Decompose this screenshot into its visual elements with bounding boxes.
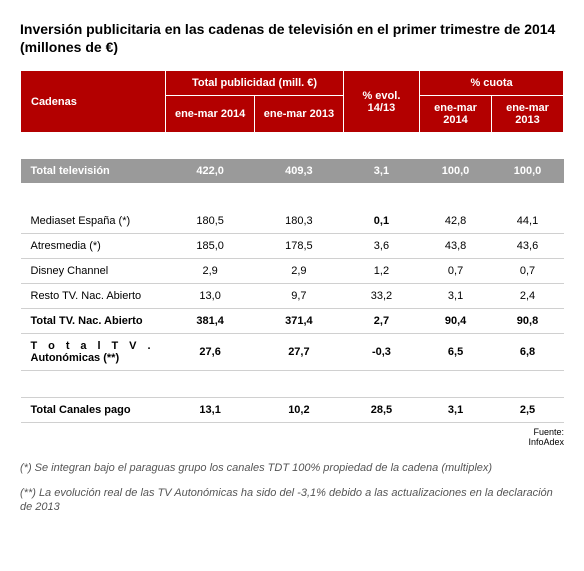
hdr-cadenas: Cadenas	[21, 71, 166, 133]
cell: 409,3	[255, 159, 344, 183]
cell: 90,8	[492, 309, 564, 334]
table-row: Atresmedia (*) 185,0 178,5 3,6 43,8 43,6	[21, 234, 564, 259]
footnote-1: (*) Se integran bajo el paraguas grupo l…	[20, 461, 564, 475]
cell: 3,1	[420, 284, 492, 309]
row-label: T o t a l T V . Autonómicas (**)	[21, 334, 166, 371]
cell: 180,3	[255, 209, 344, 234]
spacer	[21, 133, 564, 160]
row-label: Resto TV. Nac. Abierto	[21, 284, 166, 309]
hdr-evol: % evol. 14/13	[343, 71, 419, 133]
source-block: Fuente: InfoAdex	[20, 427, 564, 447]
table-row-autonomicas: T o t a l T V . Autonómicas (**) 27,6 27…	[21, 334, 564, 371]
cell: 42,8	[420, 209, 492, 234]
cell: 2,5	[492, 398, 564, 423]
cell: 2,9	[255, 259, 344, 284]
cell: 27,7	[255, 334, 344, 371]
footnote-2: (**) La evolución real de las TV Autonóm…	[20, 486, 564, 515]
cell: 2,7	[343, 309, 419, 334]
cell: 44,1	[492, 209, 564, 234]
cell: 6,8	[492, 334, 564, 371]
cell: 3,6	[343, 234, 419, 259]
table-row: Disney Channel 2,9 2,9 1,2 0,7 0,7	[21, 259, 564, 284]
table-row: Resto TV. Nac. Abierto 13,0 9,7 33,2 3,1…	[21, 284, 564, 309]
cell: 28,5	[343, 398, 419, 423]
table-row: Mediaset España (*) 180,5 180,3 0,1 42,8…	[21, 209, 564, 234]
hdr-p2: ene-mar 2013	[255, 96, 344, 133]
cell: 3,1	[343, 159, 419, 183]
row-label: Total Canales pago	[21, 398, 166, 423]
cell: 33,2	[343, 284, 419, 309]
hdr-cp1: ene-mar 2014	[420, 96, 492, 133]
cell: 13,1	[166, 398, 255, 423]
row-label: Atresmedia (*)	[21, 234, 166, 259]
row-label: Mediaset España (*)	[21, 209, 166, 234]
spacer	[21, 371, 564, 398]
cell: 2,9	[166, 259, 255, 284]
spacer	[21, 183, 564, 209]
cell: 185,0	[166, 234, 255, 259]
cell: 13,0	[166, 284, 255, 309]
cell: 3,1	[420, 398, 492, 423]
source-label: Fuente:	[533, 427, 564, 437]
cell: 0,7	[420, 259, 492, 284]
table-row-total: Total TV. Nac. Abierto 381,4 371,4 2,7 9…	[21, 309, 564, 334]
source-name: InfoAdex	[528, 437, 564, 447]
table-row-pago: Total Canales pago 13,1 10,2 28,5 3,1 2,…	[21, 398, 564, 423]
cell: 1,2	[343, 259, 419, 284]
cell: 100,0	[492, 159, 564, 183]
header-row-1: Cadenas Total publicidad (mill. €) % evo…	[21, 71, 564, 96]
cell: 422,0	[166, 159, 255, 183]
band-label: Total televisión	[21, 159, 166, 183]
cell: 43,6	[492, 234, 564, 259]
cell: 10,2	[255, 398, 344, 423]
cell: 178,5	[255, 234, 344, 259]
hdr-cp2: ene-mar 2013	[492, 96, 564, 133]
row-label: Total TV. Nac. Abierto	[21, 309, 166, 334]
data-table: Cadenas Total publicidad (mill. €) % evo…	[20, 70, 564, 423]
cell: 371,4	[255, 309, 344, 334]
cell: 2,4	[492, 284, 564, 309]
cell: 0,7	[492, 259, 564, 284]
cell: -0,3	[343, 334, 419, 371]
cell: 6,5	[420, 334, 492, 371]
cell: 180,5	[166, 209, 255, 234]
cell: 43,8	[420, 234, 492, 259]
autonomicas-line2: Autonómicas (**)	[31, 352, 160, 364]
row-label: Disney Channel	[21, 259, 166, 284]
cell: 100,0	[420, 159, 492, 183]
hdr-cuota: % cuota	[420, 71, 564, 96]
cell: 90,4	[420, 309, 492, 334]
cell: 27,6	[166, 334, 255, 371]
cell: 0,1	[343, 209, 419, 234]
total-tv-row: Total televisión 422,0 409,3 3,1 100,0 1…	[21, 159, 564, 183]
page-title: Inversión publicitaria en las cadenas de…	[20, 20, 564, 56]
hdr-p1: ene-mar 2014	[166, 96, 255, 133]
cell: 381,4	[166, 309, 255, 334]
autonomicas-line1: T o t a l T V .	[31, 340, 151, 352]
hdr-total-pub: Total publicidad (mill. €)	[166, 71, 344, 96]
cell: 9,7	[255, 284, 344, 309]
